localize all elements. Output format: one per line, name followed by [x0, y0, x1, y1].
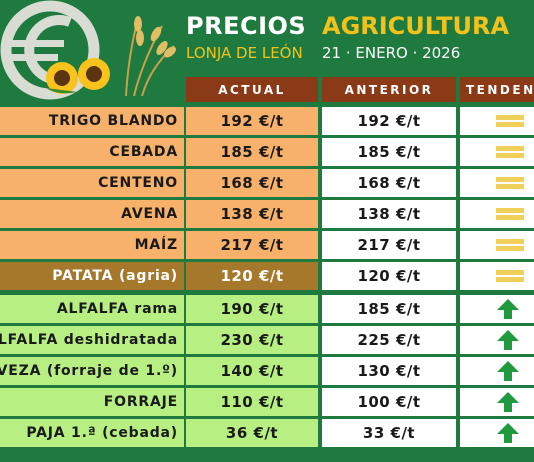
price-actual: 140 €/t	[186, 357, 318, 385]
title-separator: ·	[296, 12, 306, 40]
price-actual: 168 €/t	[186, 169, 318, 197]
trend-cell	[460, 388, 534, 416]
trend-cell	[460, 326, 534, 354]
arrow-up-icon	[497, 392, 519, 412]
trend-cell	[460, 200, 534, 228]
price-actual: 110 €/t	[186, 388, 318, 416]
product-name: ALFALFA deshidratada	[0, 326, 184, 354]
table-row: MAÍZ 217 €/t 217 €/t	[0, 231, 534, 259]
table-row: VEZA (forraje de 1.º) 140 €/t 130 €/t	[0, 357, 534, 385]
trend-cell	[460, 169, 534, 197]
equal-icon	[496, 207, 524, 221]
table-row: AVENA 138 €/t 138 €/t	[0, 200, 534, 228]
product-name: AVENA	[0, 200, 184, 228]
price-anterior: 185 €/t	[322, 295, 456, 323]
table-row: PATATA (agria) 120 €/t 120 €/t	[0, 262, 534, 290]
product-name: ALFALFA rama	[0, 295, 184, 323]
date-label: 21 · ENERO · 2026	[322, 44, 461, 62]
equal-icon	[496, 238, 524, 252]
price-anterior: 185 €/t	[322, 138, 456, 166]
product-name: PATATA (agria)	[0, 262, 184, 290]
table-row: CEBADA 185 €/t 185 €/t	[0, 138, 534, 166]
price-actual: 185 €/t	[186, 138, 318, 166]
price-anterior: 130 €/t	[322, 357, 456, 385]
product-name: VEZA (forraje de 1.º)	[0, 357, 184, 385]
price-actual: 192 €/t	[186, 107, 318, 135]
product-name: MAÍZ	[0, 231, 184, 259]
trend-cell	[460, 231, 534, 259]
column-header-anterior: ANTERIOR	[322, 77, 456, 102]
table-row: PAJA 1.ª (cebada) 36 €/t 33 €/t	[0, 419, 534, 447]
equal-icon	[496, 114, 524, 128]
title-accent: AGRICULTURA	[322, 12, 510, 40]
subtitle: LONJA DE LEÓN	[186, 44, 303, 62]
price-actual: 190 €/t	[186, 295, 318, 323]
table-row: ALFALFA rama 190 €/t 185 €/t	[0, 295, 534, 323]
arrow-up-icon	[497, 299, 519, 319]
arrow-up-icon	[497, 423, 519, 443]
trend-cell	[460, 107, 534, 135]
table-row: FORRAJE 110 €/t 100 €/t	[0, 388, 534, 416]
column-header-actual: ACTUAL	[186, 77, 318, 102]
trend-cell	[460, 138, 534, 166]
product-name: PAJA 1.ª (cebada)	[0, 419, 184, 447]
price-anterior: 192 €/t	[322, 107, 456, 135]
equal-icon	[496, 269, 524, 283]
product-name: CENTENO	[0, 169, 184, 197]
arrow-up-icon	[497, 361, 519, 381]
price-anterior: 168 €/t	[322, 169, 456, 197]
equal-icon	[496, 176, 524, 190]
table-row: ALFALFA deshidratada 230 €/t 225 €/t	[0, 326, 534, 354]
product-name: CEBADA	[0, 138, 184, 166]
price-actual: 138 €/t	[186, 200, 318, 228]
product-name: FORRAJE	[0, 388, 184, 416]
price-anterior: 120 €/t	[322, 262, 456, 290]
price-anterior: 33 €/t	[322, 419, 456, 447]
equal-icon	[496, 145, 524, 159]
price-anterior: 100 €/t	[322, 388, 456, 416]
price-anterior: 138 €/t	[322, 200, 456, 228]
trend-cell	[460, 419, 534, 447]
title-main: PRECIOS	[186, 12, 307, 40]
product-name: TRIGO BLANDO	[0, 107, 184, 135]
trend-cell	[460, 295, 534, 323]
sunflower-2	[78, 58, 110, 90]
price-anterior: 217 €/t	[322, 231, 456, 259]
sunflower-1	[46, 62, 78, 94]
price-actual: 217 €/t	[186, 231, 318, 259]
column-header-tendencia: TENDENCIA	[460, 77, 534, 102]
table-row: TRIGO BLANDO 192 €/t 192 €/t	[0, 107, 534, 135]
trend-cell	[460, 262, 534, 290]
price-actual: 36 €/t	[186, 419, 318, 447]
trend-cell	[460, 357, 534, 385]
price-actual: 120 €/t	[186, 262, 318, 290]
table-row: CENTENO 168 €/t 168 €/t	[0, 169, 534, 197]
price-anterior: 225 €/t	[322, 326, 456, 354]
price-actual: 230 €/t	[186, 326, 318, 354]
sunflowers-wheat-illustration	[46, 16, 176, 97]
arrow-up-icon	[497, 330, 519, 350]
